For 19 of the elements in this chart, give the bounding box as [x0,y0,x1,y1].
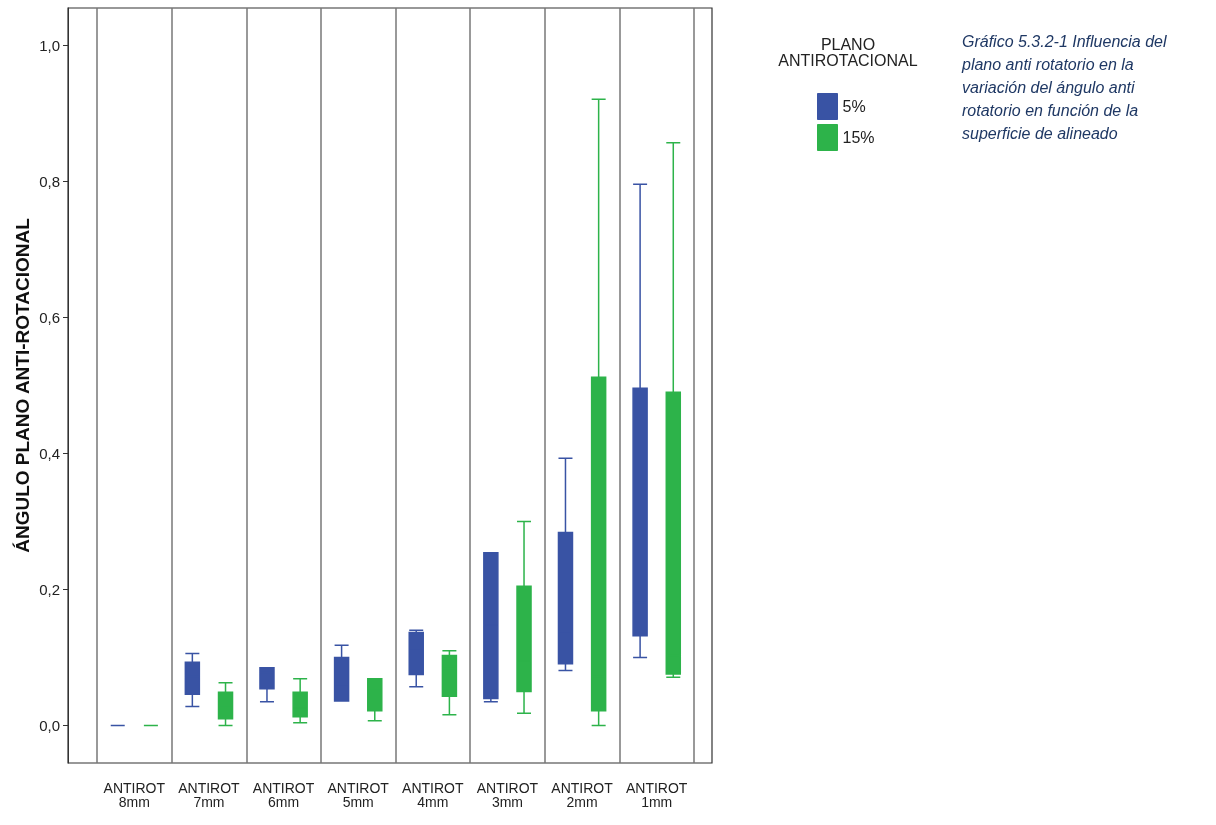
y-tick-label: 1,0 [39,36,60,54]
x-tick-label: ANTIROT 7mm [178,780,241,810]
x-tick-label: ANTIROT 5mm [327,780,390,810]
legend-label: 5% [842,98,866,115]
y-tick-label: 0,8 [39,172,60,190]
y-axis-title: ÁNGULO PLANO ANTI-ROTACIONAL [12,217,33,553]
y-tick-label: 0,4 [39,445,60,463]
y-tick-label: 0,0 [39,717,60,735]
x-tick-label: ANTIROT 8mm [103,780,166,810]
x-tick-label: ANTIROT 6mm [252,780,315,810]
x-tick-label: ANTIROT 4mm [402,780,464,810]
text: Gráfico 5.3.2-1 Influencia del plano anti rotatorio en la variación del ángulo anti rotatorio en función de la superficie de alineado [961,33,1172,142]
x-tick-label: ANTIROT 2mm [551,780,614,810]
legend-label: 15% [842,129,875,146]
x-tick-label: ANTIROT 3mm [476,780,539,810]
x-tick-label: ANTIROT 1mm [625,780,688,810]
legend-title: PLANO ANTIROTACIONAL [778,35,918,69]
y-tick-label: 0,6 [39,308,60,326]
y-tick-label: 0,2 [39,581,60,599]
